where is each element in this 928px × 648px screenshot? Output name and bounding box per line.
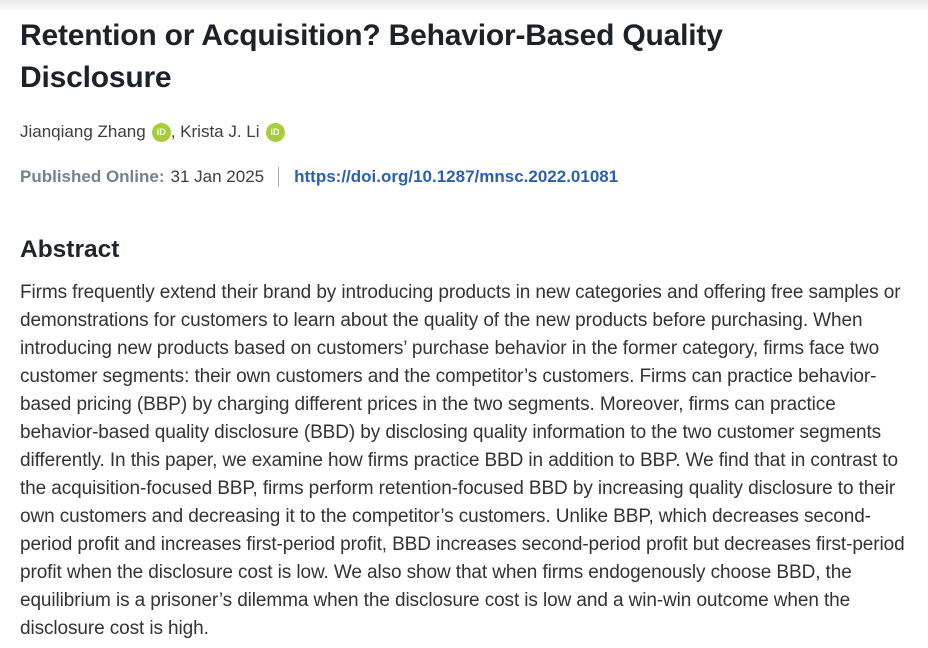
doi-link[interactable]: https://doi.org/10.1287/mnsc.2022.01081 (294, 167, 619, 186)
orcid-icon[interactable]: iD (151, 122, 171, 142)
author-link-krista-j-li[interactable]: Krista J. Li (180, 122, 260, 141)
author-link-jianqiang-zhang[interactable]: Jianqiang Zhang (20, 122, 146, 141)
published-row: Published Online: 31 Jan 2025 https://do… (20, 167, 906, 187)
published-date: 31 Jan 2025 (170, 167, 265, 186)
abstract-text: Firms frequently extend their brand by i… (20, 282, 905, 639)
abstract-heading: Abstract (20, 236, 120, 263)
author-separator: , (170, 122, 181, 141)
article-header-and-abstract: Retention or Acquisition? Behavior-Based… (0, 15, 928, 643)
page-top-gradient (0, 0, 928, 12)
vertical-divider (278, 167, 280, 187)
published-online-label: Published Online: (20, 167, 165, 186)
authors-row: Jianqiang Zhang iD , Krista J. Li iD (20, 122, 906, 142)
orcid-icon[interactable]: iD (265, 122, 285, 142)
page-title: Retention or Acquisition? Behavior-Based… (20, 19, 723, 94)
